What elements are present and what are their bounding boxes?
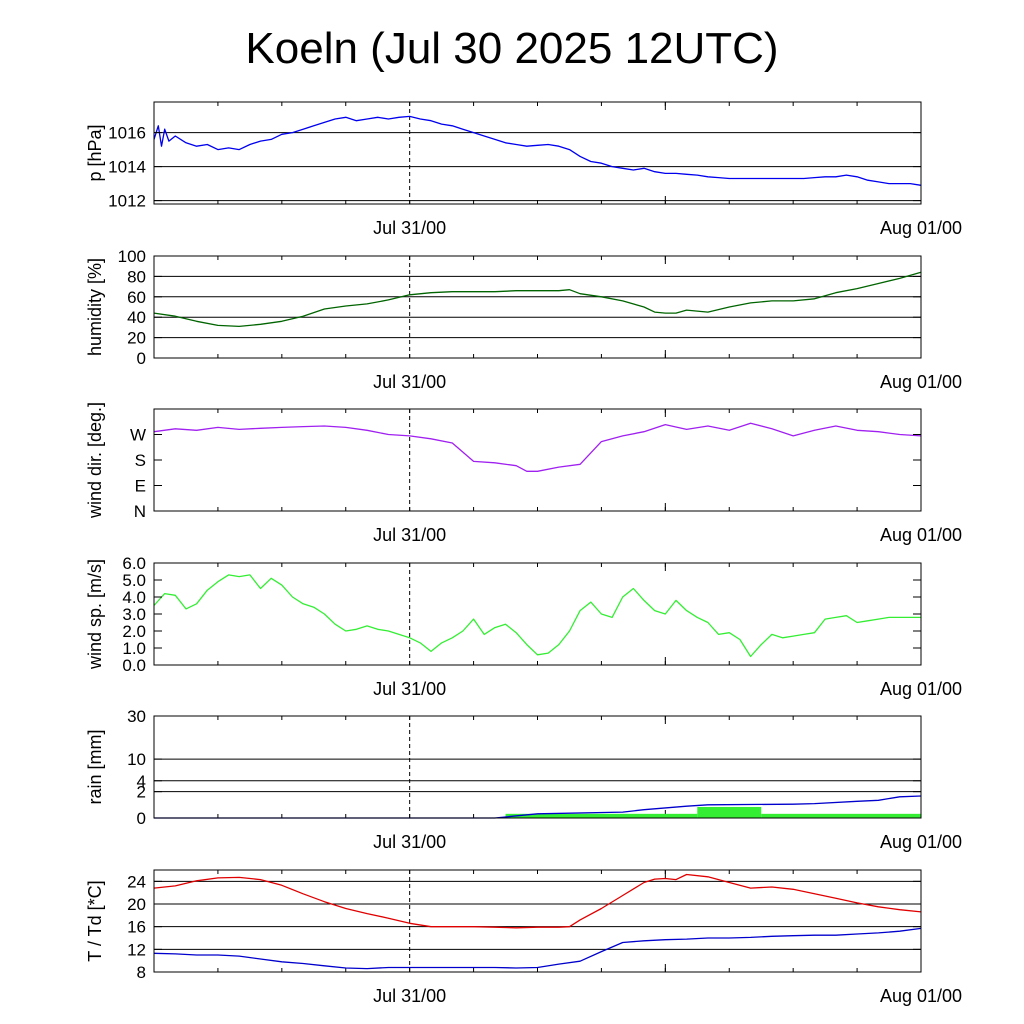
pressure-series-pressure: [153, 115, 922, 186]
rain-bar: [697, 806, 762, 818]
wind_speed-y-tick-label: 2.0: [122, 622, 146, 641]
rain-frame: [153, 715, 922, 819]
pressure-frame: [153, 101, 922, 205]
pressure-y-tick-label: 1012: [108, 192, 146, 211]
humidity-y-tick-label: 60: [127, 288, 146, 307]
temperature-y-tick-label: 20: [127, 895, 146, 914]
humidity-y-tick-label: 0: [137, 349, 146, 368]
rain-y-axis-label: rain [mm]: [85, 729, 105, 804]
humidity-y-tick-label: 80: [127, 267, 146, 286]
rain-bar: [505, 813, 698, 818]
rain-y-tick-label: 0: [137, 809, 146, 828]
humidity-y-tick-label: 20: [127, 329, 146, 348]
humidity-y-axis-label: humidity [%]: [85, 258, 105, 356]
rain-y-tick-label: 30: [127, 707, 146, 726]
temperature-y-tick-label: 12: [127, 940, 146, 959]
wind_speed-y-axis-label: wind sp. [m/s]: [85, 559, 105, 670]
humidity-frame: [153, 255, 922, 359]
wind_dir-series-wind_dir: [153, 422, 922, 472]
humidity-x-tick-label-1: Aug 01/00: [880, 372, 962, 392]
wind_dir-x-tick-label-0: Jul 31/00: [373, 525, 446, 545]
wind_dir-y-tick-label: W: [130, 426, 146, 445]
rain-bar: [761, 813, 921, 818]
temperature-frame: [153, 869, 922, 973]
pressure-y-tick-label: 1016: [108, 124, 146, 143]
temperature-x-tick-label-0: Jul 31/00: [373, 986, 446, 1006]
wind_dir-y-tick-label: S: [135, 451, 146, 470]
rain-series-rain_cum: [154, 795, 922, 819]
wind_speed-x-tick-label-0: Jul 31/00: [373, 679, 446, 699]
humidity-x-tick-label-0: Jul 31/00: [373, 372, 446, 392]
humidity-y-tick-label: 40: [127, 308, 146, 327]
temperature-y-tick-label: 8: [137, 963, 146, 982]
wind_speed-y-tick-label: 6.0: [122, 554, 146, 573]
humidity-series-humidity: [153, 271, 922, 328]
temperature-series-T: [153, 873, 922, 929]
pressure-y-tick-label: 1014: [108, 158, 146, 177]
rain-x-tick-label-1: Aug 01/00: [880, 832, 962, 852]
wind_speed-x-tick-label-1: Aug 01/00: [880, 679, 962, 699]
wind_dir-frame: [153, 408, 922, 512]
rain-y-tick-label: 4: [137, 772, 146, 791]
wind_speed-y-tick-label: 3.0: [122, 605, 146, 624]
pressure-x-tick-label-1: Aug 01/00: [880, 218, 962, 238]
pressure-y-axis-label: p [hPa]: [85, 124, 105, 181]
wind_speed-frame: [153, 562, 922, 666]
wind_speed-y-tick-label: 0.0: [122, 656, 146, 675]
rain-y-tick-label: 10: [127, 750, 146, 769]
rain-y-tick-label: 2: [137, 783, 146, 802]
page-title: Koeln (Jul 30 2025 12UTC): [245, 24, 779, 73]
temperature-y-axis-label: T / Td [*C]: [85, 880, 105, 961]
pressure-x-tick-label-0: Jul 31/00: [373, 218, 446, 238]
wind_speed-y-tick-label: 5.0: [122, 571, 146, 590]
humidity-y-tick-label: 100: [118, 247, 146, 266]
rain-x-tick-label-0: Jul 31/00: [373, 832, 446, 852]
wind_speed-y-tick-label: 4.0: [122, 588, 146, 607]
wind_dir-y-axis-label: wind dir. [deg.]: [85, 402, 105, 519]
temperature-x-tick-label-1: Aug 01/00: [880, 986, 962, 1006]
wind_speed-y-tick-label: 1.0: [122, 639, 146, 658]
wind_dir-y-tick-label: E: [135, 477, 146, 496]
wind_speed-series-wind_speed: [153, 574, 921, 658]
wind_dir-x-tick-label-1: Aug 01/00: [880, 525, 962, 545]
temperature-y-tick-label: 24: [127, 872, 146, 891]
temperature-y-tick-label: 16: [127, 918, 146, 937]
wind_dir-y-tick-label: N: [134, 502, 146, 521]
temperature-series-Td: [153, 927, 922, 970]
